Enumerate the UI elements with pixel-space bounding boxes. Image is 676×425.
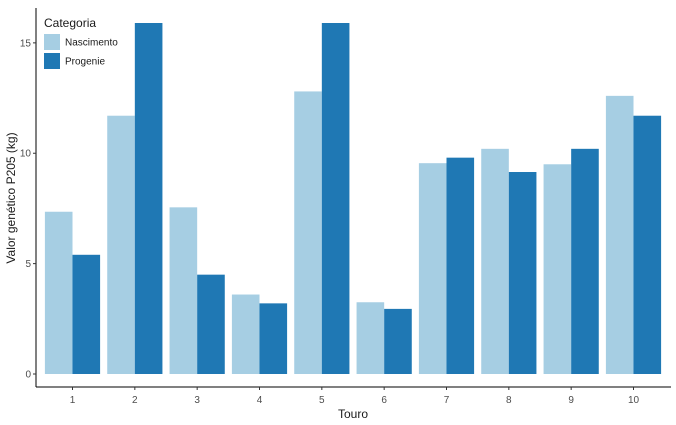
- bar-progenie-4: [259, 303, 288, 374]
- bar-progenie-6: [384, 308, 412, 374]
- bar-nascimento-9: [543, 164, 572, 374]
- y-tick-label: 10: [20, 149, 32, 160]
- x-tick-label: 4: [257, 395, 263, 406]
- legend: Categoria Nascimento Progenie: [44, 16, 118, 69]
- x-tick-label: 9: [568, 395, 574, 406]
- bars-group: [44, 23, 662, 375]
- legend-swatch-progenie: [44, 53, 60, 69]
- x-tick-label: 8: [506, 395, 512, 406]
- bar-progenie-8: [508, 172, 537, 374]
- x-tick-label: 10: [628, 395, 640, 406]
- y-tick-label: 5: [25, 259, 31, 270]
- bar-nascimento-10: [605, 95, 634, 374]
- bar-nascimento-2: [107, 115, 135, 374]
- bar-nascimento-3: [169, 207, 198, 374]
- bar-progenie-9: [571, 148, 599, 374]
- y-tick-label: 15: [20, 38, 32, 49]
- legend-label-progenie: Progenie: [65, 57, 105, 68]
- x-tick-label: 5: [319, 395, 325, 406]
- x-tick-label: 6: [381, 395, 387, 406]
- legend-title: Categoria: [44, 16, 96, 30]
- y-axis-ticks: 0 5 10 15: [20, 38, 36, 381]
- bar-nascimento-4: [231, 294, 260, 374]
- x-axis-ticks: 1 2 3 4 5 6 7 8 9 10: [70, 387, 640, 406]
- x-tick-label: 3: [194, 395, 200, 406]
- bar-nascimento-6: [356, 302, 385, 374]
- bar-nascimento-7: [418, 163, 447, 374]
- y-tick-label: 0: [25, 370, 31, 381]
- x-tick-label: 2: [132, 395, 138, 406]
- bar-progenie-1: [72, 254, 101, 374]
- bar-progenie-7: [446, 157, 475, 374]
- bar-progenie-5: [321, 23, 350, 374]
- bar-progenie-3: [197, 274, 225, 374]
- bar-nascimento-5: [294, 91, 322, 375]
- x-tick-label: 1: [70, 395, 76, 406]
- y-axis-title: Valor genético P205 (kg): [4, 132, 18, 263]
- x-axis-title: Touro: [338, 407, 368, 421]
- legend-swatch-nascimento: [44, 34, 60, 50]
- bar-nascimento-1: [44, 211, 73, 374]
- bar-progenie-10: [633, 115, 662, 374]
- bar-progenie-2: [134, 23, 163, 374]
- legend-label-nascimento: Nascimento: [65, 38, 118, 49]
- x-tick-label: 7: [444, 395, 450, 406]
- bar-nascimento-8: [481, 148, 509, 374]
